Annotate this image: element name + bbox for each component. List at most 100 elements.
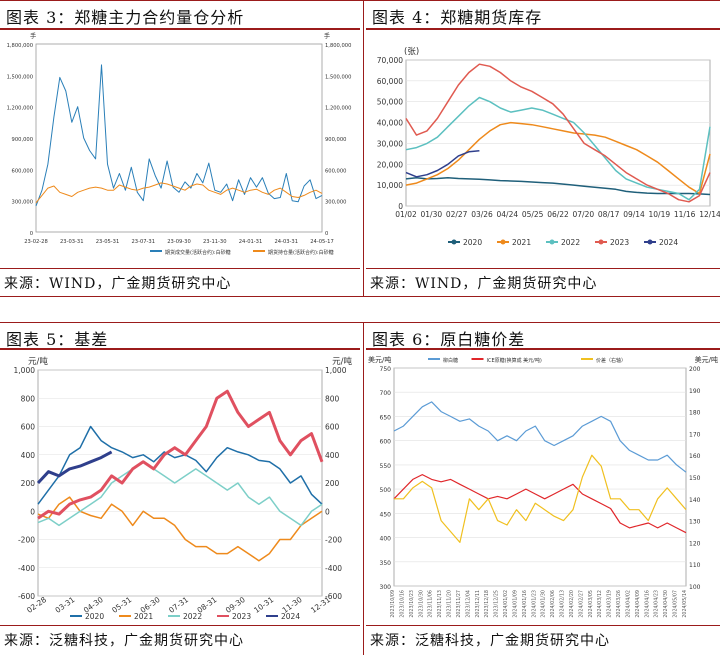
y-tick-label-left: 550	[380, 463, 392, 470]
legend-label: 2020	[463, 238, 482, 247]
x-tick-label: 2024/05/07	[673, 590, 679, 618]
rule-p3-source	[0, 268, 360, 269]
y-tick-label-left: 1,200,000	[7, 106, 33, 112]
y-tick-label-left: 1,800,000	[7, 43, 33, 49]
series-line	[37, 461, 323, 527]
legend-label: 期货成交量(活跃合约):白砂糖	[165, 249, 231, 256]
x-tick-label: 2024/03/12	[597, 590, 603, 618]
x-tick-label: 2024/04/09	[635, 590, 641, 618]
x-tick-label: 11/16	[674, 210, 696, 219]
y-tick-label-left: 600,000	[12, 168, 33, 174]
y-tick-label-right: 900,000	[325, 137, 346, 143]
panel-4-title: 图表 4：郑糖期货库存	[372, 8, 543, 27]
legend-marker	[549, 239, 555, 245]
panel-5: 图表 5：基差 -600 -400 -200 0 200 400 600 800 1,000 -6…	[0, 322, 360, 655]
rule-p6-title	[366, 348, 720, 350]
panel-6-source: 来源：泛糖科技，广金期货研究中心	[370, 633, 610, 649]
y-tick-label-right: 800	[325, 394, 340, 403]
x-tick-label: 2024/03/05	[588, 590, 594, 618]
x-tick-label: 02/27	[446, 210, 468, 219]
unit-right: 美元/吨	[695, 355, 718, 364]
x-tick-label: 2024/01/09	[512, 590, 518, 618]
legend-label: 2021	[512, 238, 531, 247]
unit-left: (张)	[404, 47, 419, 57]
x-tick-label: 06/22	[547, 210, 569, 219]
y-tick-label-right: 0	[325, 231, 328, 237]
x-tick-label: 2024/03/19	[607, 590, 613, 618]
x-tick-label: 03/26	[471, 210, 493, 219]
panel-4-source: 来源：WIND，广金期货研究中心	[370, 276, 598, 292]
y-tick-label-right: 170	[689, 431, 701, 438]
x-tick-label: 04/24	[497, 210, 519, 219]
x-tick-label: 23-03-31	[60, 239, 84, 245]
series-line	[37, 496, 323, 562]
x-tick-label: 01/30	[421, 210, 443, 219]
y-tick-label-right: 200	[325, 479, 340, 488]
x-tick-label: 2024/04/30	[663, 590, 669, 618]
x-tick-label: 2023/10/23	[409, 590, 415, 618]
panel-6-title: 图表 6：原白糖价差	[372, 330, 526, 349]
panel-3: 图表 3：郑糖主力合约量仓分析 0 300,000 600,000 900,000 1,…	[0, 0, 360, 296]
divider-vertical-top	[363, 0, 364, 296]
rule-mid-top	[0, 322, 720, 323]
y-tick-label-right: 140	[689, 497, 701, 504]
y-tick-label-left: 30,000	[377, 139, 403, 148]
y-tick-label-right: 1,500,000	[325, 74, 351, 80]
chart-p4: 0 10,000 20,000 30,000 40,000 50,000 60,000 70,…	[377, 47, 720, 247]
legend-marker	[598, 239, 604, 245]
y-tick-label-right: 1,800,000	[325, 43, 351, 49]
y-tick-label-left: 350	[380, 560, 392, 567]
y-tick-label-right: -400	[325, 564, 342, 573]
y-tick-label-left: 600	[21, 423, 36, 432]
y-tick-label-left: 900,000	[12, 137, 33, 143]
y-tick-label-left: 450	[380, 511, 392, 518]
y-tick-label-right: 200	[689, 366, 701, 373]
legend-label: 柳白糖	[443, 357, 458, 364]
legend-label: 2022	[183, 612, 202, 621]
x-tick-label: 03-31	[53, 595, 76, 615]
series-line	[393, 473, 687, 534]
y-tick-label-right: 300,000	[325, 200, 346, 206]
x-tick-label: 2024/05/14	[682, 590, 688, 618]
x-tick-label: 2023/11/20	[447, 590, 453, 618]
x-tick-label: 2023/12/18	[484, 590, 490, 618]
plot-area	[393, 367, 687, 587]
legend-label: 2024	[281, 612, 300, 621]
x-tick-label: 23-07-31	[131, 239, 155, 245]
unit-right: 元/吨	[332, 356, 352, 367]
y-tick-label-left: 20,000	[377, 160, 403, 169]
panel-3-title: 图表 3：郑糖主力合约量仓分析	[6, 8, 245, 27]
x-tick-label: 10/19	[649, 210, 671, 219]
y-tick-label-left: -200	[18, 536, 35, 545]
y-tick-label-left: 500	[380, 487, 392, 494]
rule-p4-title	[366, 28, 720, 30]
y-tick-label-right: 100	[689, 584, 701, 591]
y-tick-label-right: 600,000	[325, 168, 346, 174]
x-tick-label: 12-31	[309, 595, 332, 615]
y-tick-label-right: 180	[689, 410, 701, 417]
y-tick-label-right: 190	[689, 388, 701, 395]
x-tick-label: 2023/11/27	[456, 590, 462, 618]
rule-p3-title	[0, 28, 360, 30]
rule-p5-title	[0, 348, 360, 350]
rule-p4-source	[366, 268, 720, 269]
y-tick-label-left: 700	[380, 390, 392, 397]
y-tick-label-right: 1,200,000	[325, 106, 351, 112]
y-tick-label-left: 60,000	[377, 77, 403, 86]
y-tick-label-right: -600	[325, 592, 342, 601]
rule-p6-source	[366, 625, 720, 626]
x-tick-label: 2024/01/23	[531, 590, 537, 618]
x-tick-label: 23-11-30	[203, 239, 227, 245]
x-tick-label: 23-05-31	[96, 239, 120, 245]
legend-label: 2022	[561, 238, 580, 247]
x-tick-label: 2024/04/23	[654, 590, 660, 618]
panel-6: 图表 6：原白糖价差 300 350 400 450 500 550 600 650 700 75…	[366, 322, 720, 655]
panel-5-source: 来源：泛糖科技，广金期货研究中心	[4, 633, 244, 649]
y-tick-label-left: 1,000	[14, 366, 36, 375]
rule-p5-source	[0, 625, 360, 626]
x-tick-label: 2024/01/16	[522, 590, 528, 618]
y-tick-label-left: -400	[18, 564, 35, 573]
legend-marker	[451, 239, 457, 245]
series-line	[405, 121, 711, 195]
y-tick-label-right: 150	[689, 475, 701, 482]
